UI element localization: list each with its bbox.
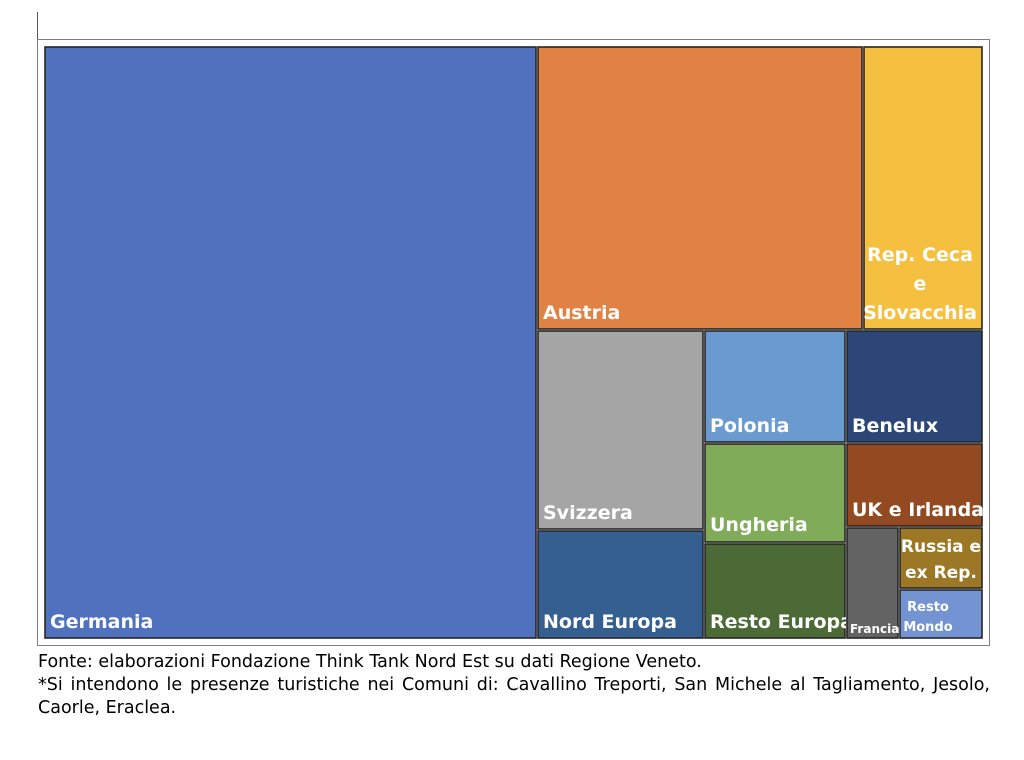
treemap-label-germania: Germania [50,611,153,633]
treemap-tile-russia-e-ex-rep [899,527,983,589]
treemap-label-resto-mondo: Resto Mondo [903,600,952,635]
treemap-tile-ungheria [704,443,846,543]
treemap-label-resto-europa: Resto Europa [710,611,853,633]
top-divider-line [37,12,38,40]
source-caption: Fonte: elaborazioni Fondazione Think Tan… [38,652,702,672]
treemap-tile-resto-mondo [899,589,983,639]
treemap-tile-resto-europa [704,543,846,639]
treemap-tile-austria [537,46,863,330]
treemap-tile-rep-ceca-e-slovacchia [863,46,983,330]
treemap-tile-svizzera [537,330,704,530]
treemap-tile-francia [846,527,899,639]
treemap-label-polonia: Polonia [710,415,789,437]
treemap-tile-benelux [846,330,983,443]
treemap-label-austria: Austria [543,302,620,324]
treemap-tile-polonia [704,330,846,443]
treemap-label-nord-europa: Nord Europa [543,611,677,633]
treemap-label-rep-ceca-e-slovacchia: Rep. Ceca e Slovacchia [863,244,977,324]
treemap-label-uk-e-irlanda: UK e Irlanda [852,499,983,521]
treemap-chart: Germania Austria Rep. Ceca e Slovacchia Svizz… [44,46,983,639]
treemap-tile-germania [44,46,537,639]
treemap-tile-uk-e-irlanda [846,443,983,527]
treemap-label-ungheria: Ungheria [710,514,808,536]
treemap-label-benelux: Benelux [852,415,938,437]
treemap-label-russia-e-ex-rep: Russia e ex Rep. [901,537,981,583]
treemap-label-svizzera: Svizzera [543,502,633,524]
treemap-label-francia: Francia [850,622,899,636]
note-caption: *Si intendono le presenze turistiche nei… [38,675,990,718]
treemap-tile-nord-europa [537,530,704,639]
